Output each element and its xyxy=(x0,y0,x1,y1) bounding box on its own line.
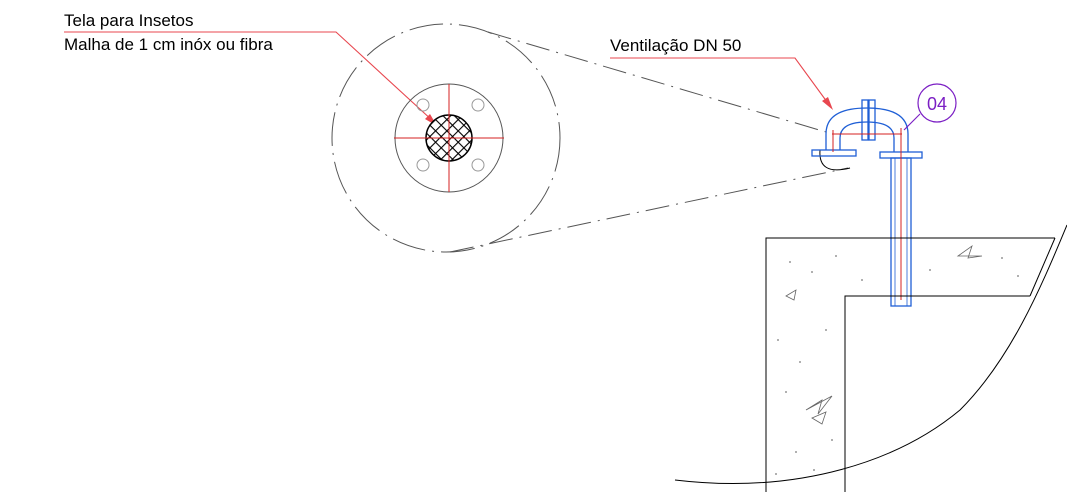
concrete-slab xyxy=(674,224,1067,492)
bolt-hole-ne xyxy=(471,98,485,112)
vent-leader-arrow xyxy=(822,97,833,110)
concrete-hatch xyxy=(775,244,1019,475)
screen-label: Tela para Insetos Malha de 1 cm inóx ou … xyxy=(64,11,437,126)
aggregate-3 xyxy=(805,395,833,415)
pipe-elbow-outer xyxy=(825,107,909,152)
detail-connector-lower xyxy=(449,167,849,253)
vent-label-text: Ventilação DN 50 xyxy=(610,36,741,55)
tag-number: 04 xyxy=(927,94,947,114)
slab-outline-outer xyxy=(765,237,1055,492)
tag-circle xyxy=(917,83,957,123)
aggregate-dots xyxy=(775,255,1019,475)
vent-label: Ventilação DN 50 xyxy=(610,36,833,110)
aggregate-4 xyxy=(811,411,827,425)
aggregate-2 xyxy=(785,289,797,301)
screen-leader-line xyxy=(64,31,435,123)
screen-label-line2: Malha de 1 cm inóx ou fibra xyxy=(64,35,273,54)
screen-label-line1: Tela para Insetos xyxy=(64,11,193,30)
detail-source-arc xyxy=(819,149,851,171)
bolt-hole-se xyxy=(471,158,485,172)
slab-cut-edge xyxy=(1029,237,1056,297)
vent-pipe xyxy=(811,99,923,307)
flange-outlet xyxy=(811,149,857,157)
tag-leader xyxy=(903,113,921,131)
detail-connector-upper xyxy=(487,31,827,133)
pipe-centerlines xyxy=(832,128,902,300)
flange-top-right xyxy=(868,99,876,141)
bolt-hole-sw xyxy=(416,158,430,172)
flange-top-left xyxy=(861,99,869,141)
bolt-hole-nw xyxy=(416,98,430,112)
detail-bubble xyxy=(331,23,851,253)
tank-curve-right xyxy=(674,224,1067,484)
slab-outline-inner xyxy=(844,295,1030,492)
pipe-elbow-inner xyxy=(839,121,895,152)
vent-leader-line xyxy=(610,57,831,107)
aggregate-1 xyxy=(956,244,983,259)
detail-circle xyxy=(331,23,561,253)
tag-bubble: 04 xyxy=(903,83,957,131)
flange-screen xyxy=(394,83,504,193)
